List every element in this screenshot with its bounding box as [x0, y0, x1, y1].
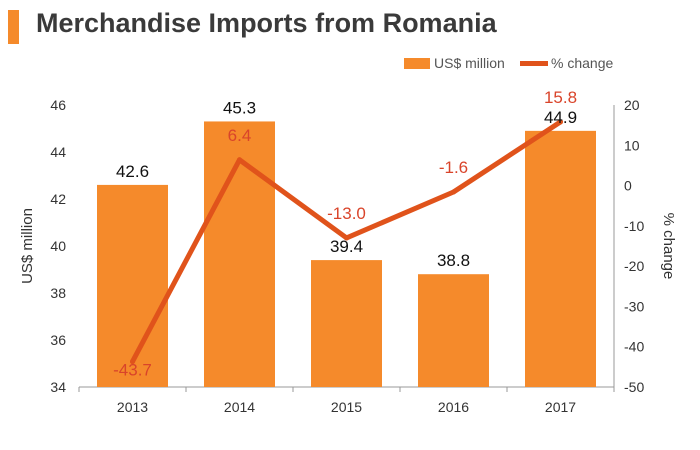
y-left-tick-label: 40: [50, 238, 66, 254]
line-point: [451, 189, 456, 195]
bar: [525, 130, 596, 387]
y-left-tick-label: 36: [50, 332, 66, 348]
line-point: [558, 119, 563, 125]
line-value-label: -1.6: [439, 158, 468, 177]
line-point: [130, 359, 135, 365]
line-point: [237, 157, 242, 163]
bar-value-label: 44.9: [544, 108, 577, 127]
legend-bar-swatch: [404, 58, 430, 69]
y-right-tick-label: -40: [624, 339, 644, 355]
y-left-tick-label: 46: [50, 97, 66, 113]
bar: [418, 274, 489, 387]
data-labels: 42.6 45.3 39.4 38.8 44.9 -43.7 6.4 -13.0 -1.6 15.…: [113, 88, 577, 380]
x-tick-label: 2016: [438, 399, 469, 415]
y-right-tick-label: -30: [624, 298, 644, 314]
x-tick-label: 2015: [331, 399, 362, 415]
x-tick-label: 2014: [224, 399, 255, 415]
x-tick-label: 2013: [117, 399, 148, 415]
line-point: [344, 235, 349, 241]
y-right-tick-label: -50: [624, 379, 644, 395]
line-value-label: 15.8: [544, 88, 577, 107]
bar-value-label: 45.3: [223, 98, 256, 117]
y-right-tick-label: -20: [624, 258, 644, 274]
title-accent-bar: [8, 10, 19, 44]
bar: [97, 184, 168, 387]
legend-line-label: % change: [551, 55, 613, 71]
line-value-label: 6.4: [228, 126, 252, 145]
axes: 34 36 38 40 42 44 46 -50 -40 -30 -20 -10 0 10 20 2013 20…: [19, 97, 677, 415]
line-value-label: -43.7: [113, 361, 152, 380]
bar-series: [97, 121, 596, 387]
y-left-tick-label: 38: [50, 285, 66, 301]
y-right-tick-label: 10: [624, 137, 640, 153]
legend: US$ million % change: [404, 55, 613, 71]
bar: [311, 260, 382, 387]
line-series: [130, 119, 563, 365]
y-right-tick-label: 20: [624, 97, 640, 113]
y-right-axis-title: % change: [660, 213, 677, 280]
y-left-tick-label: 34: [50, 379, 66, 395]
y-left-tick-label: 44: [50, 144, 66, 160]
bar-value-label: 42.6: [116, 162, 149, 181]
legend-line-swatch: [520, 61, 548, 66]
y-right-tick-label: 0: [624, 178, 632, 194]
y-left-tick-label: 42: [50, 191, 66, 207]
x-tick-label: 2017: [545, 399, 576, 415]
bar: [204, 121, 275, 387]
bar-value-label: 39.4: [330, 237, 363, 256]
line-value-label: -13.0: [327, 204, 366, 223]
y-left-axis-title: US$ million: [19, 208, 36, 284]
chart-title: Merchandise Imports from Romania: [36, 8, 497, 38]
legend-bar-label: US$ million: [434, 55, 505, 71]
bar-value-label: 38.8: [437, 251, 470, 270]
y-right-tick-label: -10: [624, 218, 644, 234]
